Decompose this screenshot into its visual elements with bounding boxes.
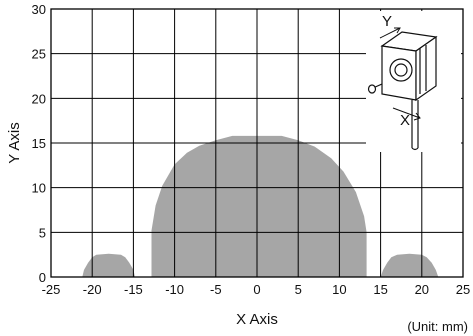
y-tick-label: 30 xyxy=(32,2,46,17)
x-tick-label: 0 xyxy=(253,282,260,297)
y-tick-label: 25 xyxy=(32,47,46,62)
inset-axis-arrows xyxy=(379,27,421,121)
y-tick-label: 15 xyxy=(32,136,46,151)
detection-area-fill xyxy=(82,135,439,277)
detection-area-2 xyxy=(151,135,367,277)
y-tick-label: 0 xyxy=(39,270,46,285)
plot-frame xyxy=(50,8,464,278)
y-tick-labels: 0 5 10 15 20 25 30 xyxy=(32,2,46,285)
y-tick-label: 5 xyxy=(39,225,46,240)
x-tick-label: -15 xyxy=(124,282,143,297)
y-tick-label: 10 xyxy=(32,181,46,196)
sensor-orientation-inset: Y X xyxy=(366,11,461,152)
x-tick-label: 15 xyxy=(373,282,387,297)
inset-x-label: X xyxy=(400,112,410,129)
y-axis-label: Y Axis xyxy=(6,122,23,163)
inset-y-label: Y xyxy=(382,13,392,30)
detection-area-1 xyxy=(82,253,135,277)
x-tick-label: -10 xyxy=(165,282,184,297)
detection-area-3 xyxy=(380,253,439,277)
unit-note: (Unit: mm) xyxy=(407,319,468,334)
x-tick-label: -25 xyxy=(42,282,61,297)
x-tick-label: 20 xyxy=(415,282,429,297)
sensor-body-icon xyxy=(367,31,438,151)
y-tick-label: 20 xyxy=(32,91,46,106)
x-axis-label: X Axis xyxy=(236,311,278,328)
x-tick-label: -5 xyxy=(210,282,222,297)
x-tick-label: -20 xyxy=(83,282,102,297)
x-tick-label: 10 xyxy=(332,282,346,297)
x-tick-label: 25 xyxy=(456,282,470,297)
x-tick-label: 5 xyxy=(295,282,302,297)
x-tick-labels: -25 -20 -15 -10 -5 0 5 10 15 20 25 xyxy=(42,282,471,297)
